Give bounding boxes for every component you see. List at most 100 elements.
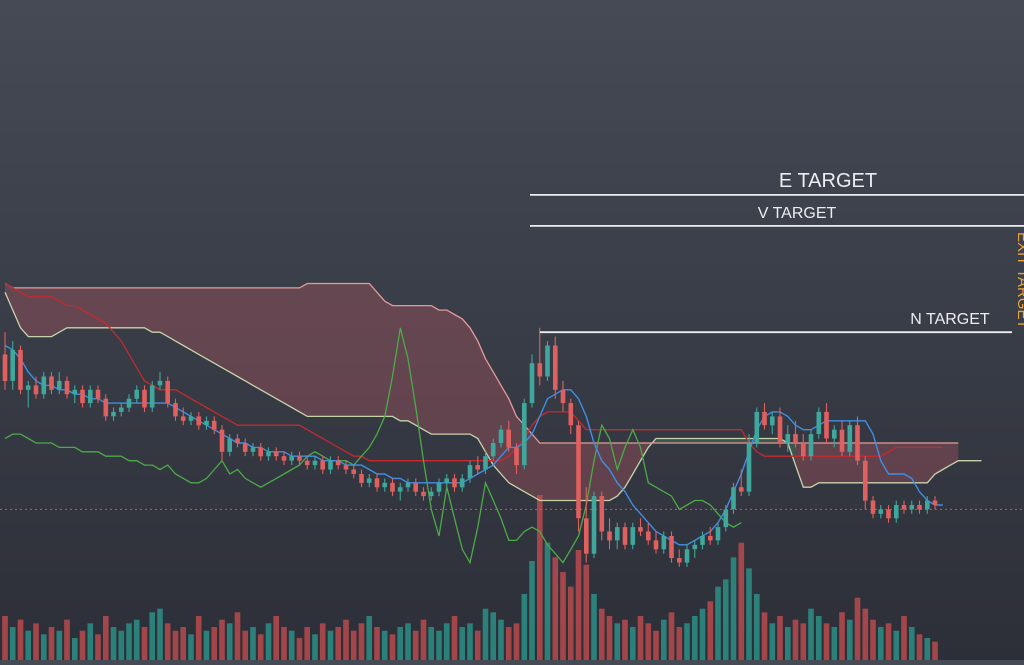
candle (700, 531, 705, 550)
candle (103, 394, 109, 421)
volume-bar (606, 616, 613, 660)
candle-body (839, 429, 845, 452)
volume-bar (490, 612, 496, 660)
candle (250, 443, 256, 457)
candle-body (25, 385, 31, 390)
volume-bar (250, 627, 256, 660)
volume-bar (901, 616, 907, 660)
candle (646, 522, 651, 545)
candle-body (111, 411, 116, 417)
volume-bar (203, 630, 210, 660)
candle (777, 407, 783, 448)
candle (801, 434, 806, 461)
candle (607, 518, 612, 550)
volume-bar (854, 597, 861, 660)
candle (188, 411, 194, 426)
candle (25, 380, 31, 408)
candle (64, 376, 70, 399)
candle-body (646, 531, 651, 541)
volume-bar (676, 627, 683, 660)
candle-body (196, 416, 201, 426)
candle (816, 407, 822, 439)
candle (615, 522, 620, 550)
volume-bar (715, 586, 721, 660)
volume-bar (389, 634, 396, 660)
candle (281, 451, 287, 466)
volume-bar (707, 601, 714, 660)
candle (653, 531, 659, 554)
candle-body (157, 380, 163, 386)
candle-body (832, 429, 837, 439)
candle-body (715, 527, 721, 541)
candle (622, 522, 628, 550)
candle (328, 456, 333, 474)
candle-body (925, 500, 930, 510)
candle-body (514, 447, 519, 466)
candle-body (397, 487, 403, 492)
candle-body (615, 527, 620, 541)
volume-bar (599, 608, 605, 660)
base-line (4, 282, 943, 462)
candle (304, 456, 310, 470)
candle-body (785, 434, 791, 443)
candle-body (576, 425, 581, 519)
candle (839, 420, 845, 457)
candle-body (878, 509, 884, 514)
volume-bar (397, 627, 403, 660)
candle (413, 478, 418, 497)
candle (343, 460, 349, 474)
candle (33, 376, 39, 399)
target-label: V TARGET (758, 205, 837, 222)
candle-body (770, 416, 775, 426)
candle (863, 456, 868, 510)
volume-bar (304, 627, 310, 660)
candle (684, 544, 690, 567)
candle (219, 425, 225, 461)
candle-body (204, 420, 209, 426)
volume-bar (831, 627, 838, 660)
candle-body (661, 536, 667, 550)
volume-bar (777, 616, 783, 660)
volume-bar (95, 634, 101, 660)
candle (560, 380, 566, 412)
volume-bar (738, 542, 745, 660)
target-levels: E TARGET V TARGET N TARGET (530, 170, 1024, 334)
candle-body (545, 345, 550, 377)
candle-body (677, 558, 682, 563)
volume-bar (482, 608, 489, 660)
candle-body (498, 429, 504, 443)
candle (149, 380, 155, 412)
candle-body (41, 376, 47, 395)
candle (80, 385, 85, 408)
candle (475, 456, 480, 474)
volume-bar (839, 612, 845, 660)
candle-body (467, 465, 473, 479)
candle (421, 487, 426, 501)
volume-bar (730, 557, 737, 660)
candle (382, 478, 387, 492)
candle-body (165, 380, 170, 403)
volume-bar (180, 627, 186, 660)
candle (669, 531, 674, 563)
candle (289, 451, 294, 466)
candle (591, 491, 597, 559)
candles[interactable] (2, 327, 938, 567)
candle (204, 416, 209, 430)
volume-bar (467, 623, 473, 660)
candle (886, 505, 891, 523)
volume-bar (226, 623, 233, 660)
candle-body (405, 482, 411, 488)
candle-body (739, 487, 744, 492)
volume-bar (273, 616, 279, 660)
candle-body (444, 478, 449, 483)
volume-bar (544, 542, 551, 660)
candle (692, 540, 698, 559)
candle (506, 420, 511, 452)
volume-bar (513, 623, 520, 660)
candle (661, 531, 667, 554)
candle (483, 451, 488, 474)
volume-bar (521, 594, 528, 660)
volume-bar (350, 630, 357, 660)
